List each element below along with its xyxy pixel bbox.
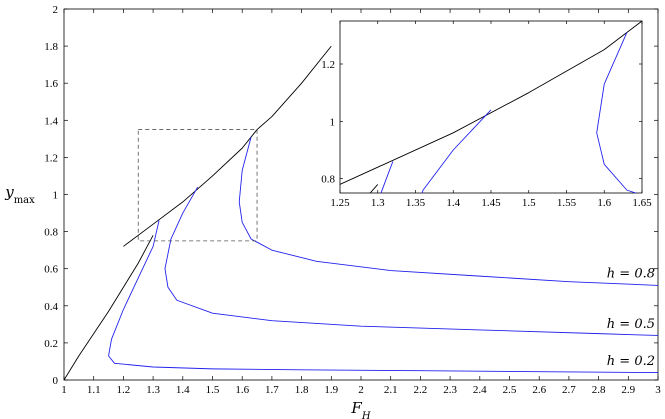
inset-response-curve (596, 32, 638, 193)
inset-x-tick-label: 1.25 (330, 197, 350, 209)
inset-envelope-curve (340, 21, 642, 185)
inset-x-tick-label: 1.5 (522, 197, 536, 209)
y-tick-label: 2 (53, 4, 59, 16)
envelope-curve (123, 45, 332, 247)
curve-label: h = 0.5 (607, 317, 655, 332)
x-tick-label: 2.1 (384, 384, 398, 396)
y-tick-label: 1.6 (44, 78, 58, 90)
inset-x-tick-label: 1.55 (557, 197, 577, 209)
inset-response-curve (421, 109, 492, 193)
response-curve (164, 186, 658, 336)
y-tick-label: 0.8 (44, 227, 58, 239)
x-tick-label: 1.6 (235, 384, 249, 396)
inset-envelope-curve (369, 184, 379, 193)
x-tick-label: 2.4 (473, 384, 487, 396)
y-tick-label: 1 (53, 190, 59, 202)
y-tick-label: 1.4 (44, 115, 58, 127)
y-tick-label: 0.2 (44, 338, 58, 350)
x-tick-label: 2.2 (414, 384, 428, 396)
x-tick-label: 2.3 (443, 384, 457, 396)
main-plot: 1 1.1 1.2 1.3 1.4 1.5 1.6 1.7 1.8 1.9 2 2.1 2.2 2.3 2.… (44, 4, 661, 396)
inset-x-tick-label: 1.35 (406, 197, 426, 209)
x-tick-label: 1.8 (295, 384, 309, 396)
y-tick-label: 1.2 (44, 152, 58, 164)
y-tick-label: 0.6 (44, 264, 58, 276)
inset-x-tick-label: 1.3 (371, 197, 385, 209)
x-tick-label: 1.2 (117, 384, 131, 396)
inset-x-tick-label: 1.6 (597, 197, 611, 209)
inset-x-tick-label: 1.4 (446, 197, 460, 209)
inset-frame (339, 20, 643, 194)
x-tick-label: 1.9 (324, 384, 338, 396)
x-tick-label: 2.8 (592, 384, 606, 396)
y-axis-label: ymax (4, 183, 35, 206)
x-tick-label: 1.7 (265, 384, 279, 396)
x-tick-label: 1.3 (146, 384, 160, 396)
x-tick-label: 1.4 (176, 384, 190, 396)
inset-y-tick-label: 1 (330, 116, 336, 128)
x-tick-label: 1 (61, 384, 67, 396)
y-tick-label: 1.8 (44, 41, 58, 53)
x-tick-label: 3 (655, 384, 661, 396)
x-tick-label: 2.5 (503, 384, 517, 396)
x-tick-label: 2.9 (621, 384, 635, 396)
x-tick-label: 2 (358, 384, 364, 396)
response-curve (238, 136, 658, 286)
inset-curves (340, 21, 642, 193)
zoom-box (137, 129, 258, 242)
response-curve (108, 220, 658, 374)
y-tick-label: 0 (53, 375, 59, 387)
inset-y-tick-label: 0.8 (321, 174, 335, 186)
envelope-curve (64, 235, 154, 380)
y-tick-label: 0.4 (44, 301, 58, 313)
inset-x-tick-label: 1.65 (632, 197, 652, 209)
curve-label: h = 0.8 (607, 267, 655, 282)
x-tick-label: 1.1 (87, 384, 101, 396)
inset-x-tick-label: 1.45 (481, 197, 501, 209)
inset-y-tick-label: 1.2 (321, 59, 335, 71)
inset-plot: 1.25 1.3 1.35 1.4 1.45 1.5 1.55 1.6 1.65 0.8 1 1.2 (321, 20, 652, 209)
x-tick-label: 2.6 (532, 384, 546, 396)
main-curves (64, 45, 658, 380)
curve-label: h = 0.2 (607, 354, 655, 369)
x-axis-label: FH (350, 399, 370, 419)
x-tick-label: 1.5 (206, 384, 220, 396)
x-tick-label: 2.7 (562, 384, 576, 396)
